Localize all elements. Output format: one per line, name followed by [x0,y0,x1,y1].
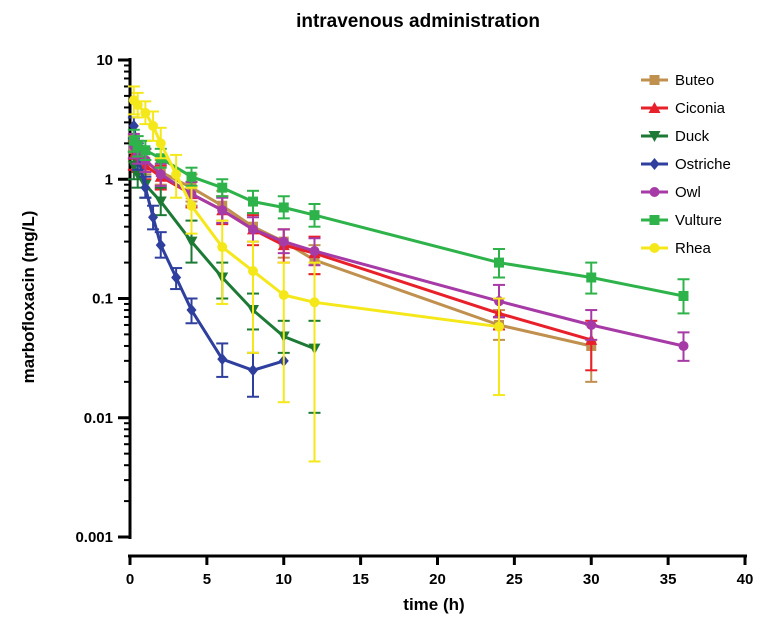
series-ciconia [127,139,598,372]
data-point [186,200,197,211]
data-point [309,210,320,221]
legend-item-ciconia: Ciconia [641,100,726,117]
series-vulture [127,128,690,315]
data-point [586,319,597,330]
legend-label: Ciconia [675,100,726,117]
series-ostriche [127,116,289,398]
data-point [155,239,166,252]
y-tick-label: 0.1 [92,291,113,308]
legend-marker [649,243,660,253]
y-tick-label: 0.001 [75,529,113,546]
legend: Buteo Ciconia Duck Ostriche Owl Vulture Rhea [641,72,731,257]
legend-label: Duck [675,128,710,145]
legend-label: Owl [675,184,701,201]
data-point [586,272,597,283]
legend-label: Vulture [675,212,722,229]
data-point [248,224,258,235]
series-line-ciconia [132,153,592,342]
legend-item-rhea: Rhea [641,240,712,257]
y-axis-title: marbofloxacin (mg/L) [19,211,38,384]
data-point [494,257,504,268]
x-tick-label: 15 [352,571,369,588]
legend-marker [649,158,660,170]
data-point [132,99,143,110]
y-tick-label: 0.01 [84,410,113,427]
legend-item-buteo: Buteo [641,72,714,89]
error-bar [308,261,321,463]
data-point [155,138,166,149]
data-point [185,236,198,248]
legend-label: Ostriche [675,156,731,173]
data-point [140,107,151,118]
data-point [186,304,197,317]
x-tick-label: 5 [203,571,211,588]
data-point [494,321,504,332]
data-point [217,182,228,193]
data-point [128,135,139,146]
data-point [248,266,258,277]
legend-label: Rhea [675,240,712,257]
legend-item-ostriche: Ostriche [641,156,731,173]
data-point [678,290,689,301]
x-tick-label: 35 [660,571,677,588]
series-owl [127,132,690,362]
error-bar [247,240,259,354]
data-point [248,364,258,377]
data-point [154,196,167,208]
legend-item-owl: Owl [641,184,701,201]
series-layer [127,85,690,463]
legend-label: Buteo [675,72,714,89]
legend-item-duck: Duck [641,128,710,145]
series-line-buteo [132,147,592,348]
data-point [132,141,143,152]
series-rhea [127,85,505,463]
data-point [309,246,320,257]
y-tick-label: 10 [96,52,113,69]
legend-marker [649,215,660,225]
data-point [140,145,151,156]
data-point [186,171,197,182]
legend-item-vulture: Vulture [641,212,722,229]
chart-title: intravenous administration [296,11,540,32]
series-buteo [127,135,598,383]
data-point [278,289,289,300]
data-point [217,205,228,216]
data-point [217,242,228,253]
x-tick-label: 10 [275,571,292,588]
data-point [171,271,182,284]
data-point [678,340,689,351]
data-point [278,202,289,213]
x-tick-label: 30 [583,571,600,588]
data-point [148,120,159,131]
error-bar [493,297,505,397]
data-point [171,169,182,180]
legend-marker [648,131,661,142]
data-point [140,181,151,194]
y-tick-label: 1 [105,171,113,188]
error-bar [277,261,290,404]
data-point [217,353,228,366]
x-tick-label: 20 [429,571,446,588]
data-point [248,196,258,207]
axes: 0 5 10 15 20 25 30 35 40 0.001 0.01 0.1 1 10 [75,52,753,588]
data-point [155,169,166,180]
x-tick-label: 25 [506,571,523,588]
data-point [148,211,159,224]
error-bar [216,219,229,305]
data-point [309,297,320,308]
x-tick-label: 0 [126,571,134,588]
legend-marker [648,102,661,113]
legend-marker [649,187,660,197]
data-point [278,236,289,247]
x-tick-label: 40 [737,571,754,588]
x-axis-title: time (h) [403,595,464,614]
legend-marker [649,75,660,85]
